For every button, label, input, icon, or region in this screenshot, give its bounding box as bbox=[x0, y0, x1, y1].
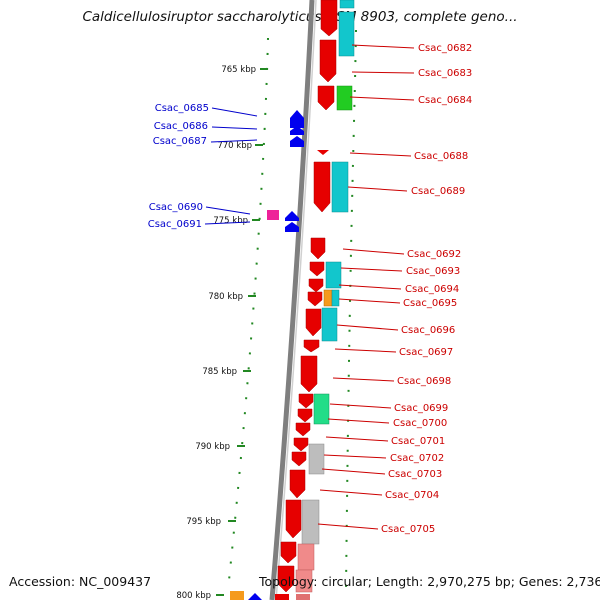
gene-label[interactable]: Csac_0696 bbox=[401, 325, 455, 336]
gene-arrow[interactable] bbox=[291, 451, 307, 467]
gene-label[interactable]: Csac_0690 bbox=[149, 202, 203, 213]
gene-block[interactable] bbox=[275, 594, 289, 600]
gene-label[interactable]: Csac_0698 bbox=[397, 376, 451, 387]
gene-label[interactable]: Csac_0684 bbox=[418, 95, 472, 106]
topology-text: Topology: circular; Length: 2,970,275 bp… bbox=[259, 574, 600, 589]
gene-label[interactable]: Csac_0694 bbox=[405, 284, 459, 295]
gene-block[interactable] bbox=[230, 591, 244, 600]
right-leader-lines bbox=[317, 44, 415, 530]
kbp-ticks bbox=[216, 68, 268, 596]
reverse-strand-genes bbox=[230, 110, 304, 600]
kbp-label: 790 kbp bbox=[195, 442, 230, 452]
kbp-label: 765 kbp bbox=[221, 65, 256, 75]
left-gene-labels: Csac_0685 Csac_0686 Csac_0687 Csac_0690 … bbox=[148, 103, 209, 230]
gene-label[interactable]: Csac_0705 bbox=[381, 524, 435, 535]
feature-block[interactable] bbox=[336, 85, 353, 111]
gene-label[interactable]: Csac_0700 bbox=[393, 418, 447, 429]
kbp-labels: 765 kbp 770 kbp 775 kbp 780 kbp 785 kbp … bbox=[176, 65, 256, 600]
feature-block[interactable] bbox=[339, 0, 355, 9]
kbp-label: 800 kbp bbox=[176, 591, 211, 600]
genome-backbone-highlight bbox=[275, 0, 317, 600]
gene-arrow[interactable] bbox=[303, 339, 320, 353]
gene-label[interactable]: Csac_0682 bbox=[418, 43, 472, 54]
gene-label[interactable]: Csac_0686 bbox=[154, 121, 208, 132]
gene-arrow[interactable] bbox=[280, 541, 297, 564]
gene-arrow[interactable] bbox=[298, 393, 314, 409]
gene-arrow[interactable] bbox=[285, 211, 299, 221]
gene-arrow[interactable] bbox=[320, 0, 338, 37]
feature-block[interactable] bbox=[338, 11, 355, 57]
feature-block[interactable] bbox=[313, 393, 330, 425]
right-gene-labels: Csac_0682 Csac_0683 Csac_0684 Csac_0688 … bbox=[381, 43, 472, 535]
gene-label[interactable]: Csac_0697 bbox=[399, 347, 453, 358]
gene-arrow[interactable] bbox=[297, 408, 313, 423]
feature-block[interactable] bbox=[301, 499, 320, 545]
feature-block[interactable] bbox=[331, 161, 349, 213]
gene-label[interactable]: Csac_0704 bbox=[385, 490, 439, 501]
gene-label[interactable]: Csac_0689 bbox=[411, 186, 465, 197]
left-guide-dots bbox=[227, 37, 269, 591]
gene-arrow[interactable] bbox=[277, 565, 295, 593]
genome-backbone bbox=[269, 0, 315, 600]
kbp-label: 780 kbp bbox=[208, 292, 243, 302]
gene-arrow[interactable] bbox=[309, 261, 325, 277]
kbp-label: 770 kbp bbox=[217, 141, 252, 151]
kbp-label: 795 kbp bbox=[186, 517, 221, 527]
gene-arrow[interactable] bbox=[290, 126, 304, 135]
gene-arrow[interactable] bbox=[308, 278, 324, 293]
accession-text: Accession: NC_009437 bbox=[9, 574, 152, 589]
gene-label[interactable]: Csac_0703 bbox=[388, 469, 442, 480]
gene-arrow[interactable] bbox=[248, 593, 262, 600]
gene-label[interactable]: Csac_0685 bbox=[155, 103, 209, 114]
feature-block[interactable] bbox=[321, 307, 338, 342]
gene-label[interactable]: Csac_0701 bbox=[391, 436, 445, 447]
feature-block[interactable] bbox=[297, 543, 315, 571]
feature-track bbox=[295, 0, 355, 600]
feature-block[interactable] bbox=[308, 443, 325, 475]
feature-block[interactable] bbox=[331, 289, 340, 307]
feature-block[interactable] bbox=[296, 594, 310, 600]
gene-arrow[interactable] bbox=[295, 422, 311, 437]
feature-block[interactable] bbox=[325, 261, 342, 289]
gene-arrow[interactable] bbox=[305, 308, 322, 337]
gene-arrow[interactable] bbox=[319, 39, 337, 83]
gene-label[interactable]: Csac_0683 bbox=[418, 68, 472, 79]
feature-block[interactable] bbox=[323, 289, 333, 307]
gene-arrow[interactable] bbox=[313, 161, 331, 213]
gene-arrow[interactable] bbox=[317, 150, 329, 155]
gene-arrow[interactable] bbox=[300, 355, 318, 393]
gene-arrow[interactable] bbox=[290, 136, 304, 147]
gene-arrow[interactable] bbox=[285, 499, 302, 539]
gene-arrow[interactable] bbox=[289, 469, 306, 499]
gene-label[interactable]: Csac_0691 bbox=[148, 219, 202, 230]
gene-label[interactable]: Csac_0699 bbox=[394, 403, 448, 414]
gene-block[interactable] bbox=[267, 210, 279, 220]
gene-arrow[interactable] bbox=[317, 85, 335, 111]
feature-block[interactable] bbox=[295, 569, 313, 593]
kbp-label: 785 kbp bbox=[202, 367, 237, 377]
gene-arrow[interactable] bbox=[310, 237, 326, 260]
gene-arrow[interactable] bbox=[285, 222, 299, 232]
gene-label[interactable]: Csac_0693 bbox=[406, 266, 460, 277]
forward-strand-genes bbox=[275, 0, 338, 600]
map-title: Caldicellulosiruptor saccharolyticus DSM… bbox=[82, 9, 518, 25]
gene-arrow[interactable] bbox=[290, 110, 304, 128]
gene-label[interactable]: Csac_0702 bbox=[390, 453, 444, 464]
gene-label[interactable]: Csac_0688 bbox=[414, 151, 468, 162]
gene-label[interactable]: Csac_0692 bbox=[407, 249, 461, 260]
gene-arrow[interactable] bbox=[293, 437, 309, 452]
right-guide-dots bbox=[345, 29, 357, 591]
gene-label[interactable]: Csac_0687 bbox=[153, 136, 207, 147]
kbp-label: 775 kbp bbox=[213, 216, 248, 226]
left-leader-lines bbox=[204, 107, 258, 225]
gene-label[interactable]: Csac_0695 bbox=[403, 298, 457, 309]
gene-arrow[interactable] bbox=[307, 291, 323, 307]
